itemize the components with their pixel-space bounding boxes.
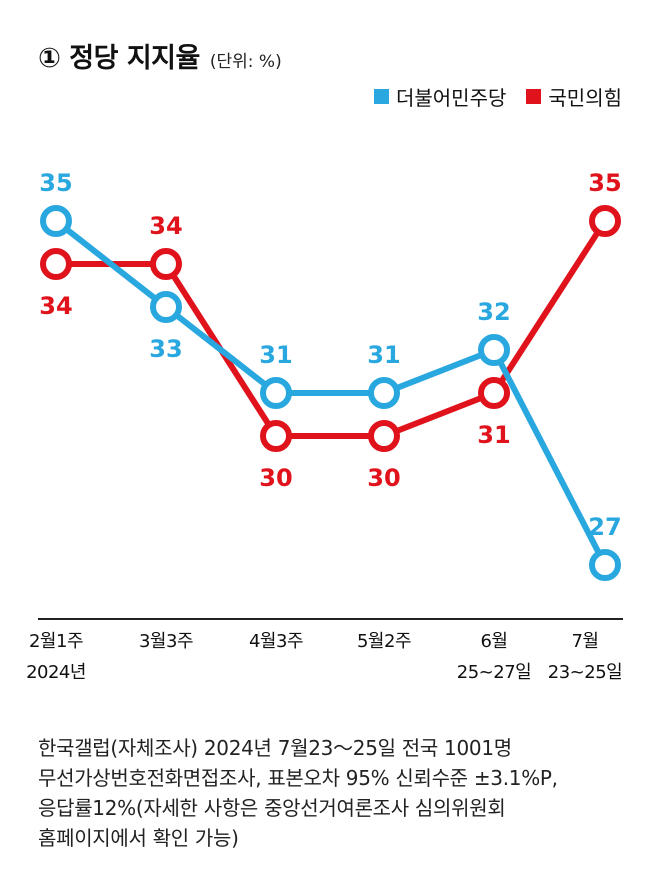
x-tick-label-line: 7월: [571, 631, 599, 652]
x-tick-label-line: [329, 657, 439, 688]
data-point-democratic: [368, 377, 400, 409]
data-point-ppp: [368, 420, 400, 452]
legend: 더불어민주당 국민의힘: [373, 82, 622, 111]
data-label-ppp: 35: [588, 169, 621, 197]
data-label-ppp: 34: [39, 292, 72, 320]
x-tick-label: 6월 25~27일: [439, 626, 549, 688]
x-tick-label-line: 6월: [480, 631, 508, 652]
x-tick-label: 2월1주 2024년: [1, 626, 111, 688]
data-point-democratic: [260, 377, 292, 409]
x-tick-label: 5월2주: [329, 626, 439, 688]
data-point-democratic: [589, 549, 621, 581]
data-label-ppp: 34: [149, 212, 182, 240]
source-note: 한국갤럽(자체조사) 2024년 7월23～25일 전국 1001명 무선가상번…: [38, 733, 628, 853]
x-tick-label: 3월3주: [111, 626, 221, 688]
x-tick-label-line: 5월2주: [356, 631, 412, 652]
legend-item-democratic: 더불어민주당: [373, 82, 507, 111]
data-point-ppp: [589, 205, 621, 237]
data-label-ppp: 31: [477, 421, 510, 449]
note-line: 무선가상번호전화면접조사, 표본오차 95% 신뢰수준 ±3.1%P,: [38, 766, 558, 790]
legend-swatch-ppp: [526, 89, 542, 104]
x-tick-label: 7월 23~25일: [530, 626, 640, 688]
note-line: 홈페이지에서 확인 가능): [38, 826, 239, 850]
x-tick-label-line: 3월3주: [138, 631, 194, 652]
x-tick-label-line: 2024년: [26, 662, 86, 683]
data-point-ppp: [40, 248, 72, 280]
legend-swatch-democratic: [373, 89, 389, 104]
series-line-democratic: [54, 218, 608, 567]
x-tick-label-line: [221, 657, 331, 688]
data-point-ppp: [260, 420, 292, 452]
data-point-ppp: [478, 377, 510, 409]
line-chart: 34 34 30 30 31 35 35 33 31 31 32 27: [38, 169, 623, 620]
data-label-democratic: 33: [149, 335, 182, 363]
data-point-democratic: [40, 205, 72, 237]
x-tick-label-line: [111, 657, 221, 688]
data-label-democratic: 31: [259, 341, 292, 369]
x-tick-label-line: 25~27일: [456, 662, 532, 683]
data-label-ppp: 30: [367, 464, 400, 492]
data-label-democratic: 27: [588, 513, 621, 541]
title-row: ① 정당 지지율 (단위: %): [38, 36, 282, 75]
data-point-ppp: [150, 248, 182, 280]
legend-item-ppp: 국민의힘: [526, 82, 622, 111]
data-label-ppp: 30: [259, 464, 292, 492]
x-tick-label-line: 23~25일: [547, 662, 623, 683]
legend-label-democratic: 더불어민주당: [395, 86, 507, 110]
x-tick-label-line: 4월3주: [248, 631, 304, 652]
chart-title: ① 정당 지지율: [38, 43, 200, 74]
series-line-ppp: [56, 219, 608, 439]
note-line: 응답률12%(자세한 사항은 중앙선거여론조사 심의위원회: [38, 796, 506, 820]
x-tick-label: 4월3주: [221, 626, 331, 688]
data-label-democratic: 31: [367, 341, 400, 369]
x-tick-label-line: 2월1주: [28, 631, 84, 652]
legend-label-ppp: 국민의힘: [548, 86, 622, 110]
data-label-democratic: 32: [477, 298, 510, 326]
data-point-democratic: [150, 291, 182, 323]
unit-label: (단위: %): [209, 52, 282, 72]
data-point-democratic: [478, 334, 510, 366]
note-line: 한국갤럽(자체조사) 2024년 7월23～25일 전국 1001명: [38, 736, 512, 760]
data-label-democratic: 35: [39, 169, 72, 197]
